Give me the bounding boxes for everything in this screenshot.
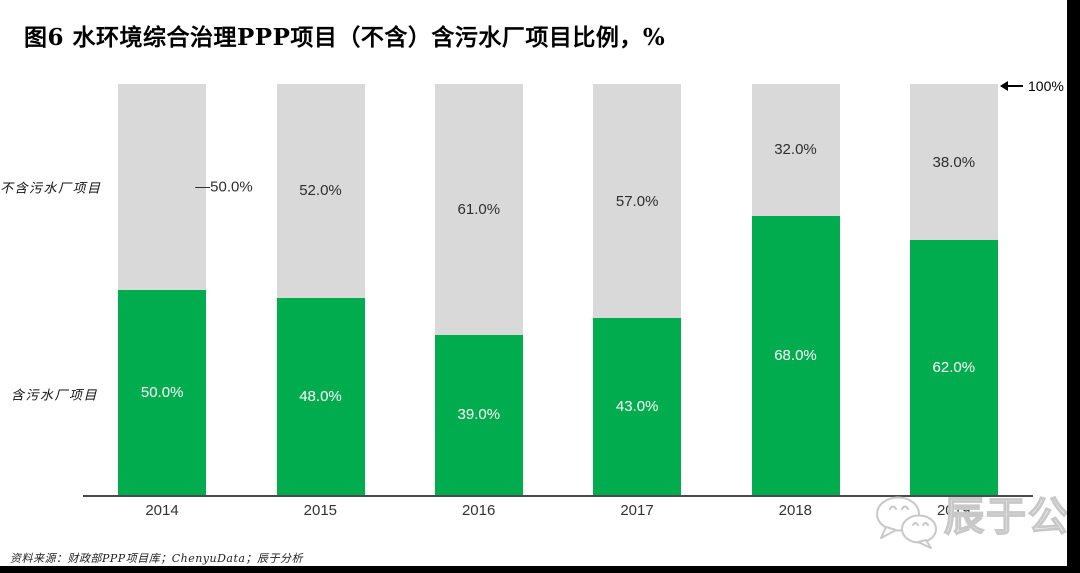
bar-2018: 32.0% 68.0% [751,84,840,495]
x-tick-2016: 2016 [461,502,496,519]
bar-2014: —50.0% 50.0% [118,84,253,495]
source-note: 资料来源：财政部PPP项目库；ChenyuData；辰于分析 [10,552,303,565]
wechat-icon [874,494,942,555]
brand-name-watermark: 辰于公司 [943,493,1080,541]
segment-excl-sewage-2015: 52.0% [276,84,365,298]
chart-title: 图6 水环境综合治理PPP项目（不含）含污水厂项目比例，% [24,24,666,51]
x-tick-2018: 2018 [778,502,813,519]
bar-2017: 57.0% 43.0% [593,84,682,495]
x-tick-2017: 2017 [620,502,654,519]
value-label-incl-2018: 68.0% [774,346,817,364]
series-label-incl-sewage-plant: 含污水厂项目 [10,388,98,404]
x-axis-line [83,495,1033,497]
value-label-excl-2016: 61.0% [457,200,501,218]
bar-2016: 61.0% 39.0% [434,84,523,495]
value-label-incl-2017: 43.0% [615,398,659,416]
value-label-incl-2016: 39.0% [457,406,501,424]
x-tick-2019: 2019 [936,502,971,519]
segment-incl-sewage-2017: 43.0% [593,318,682,495]
value-label-excl-2017: 57.0% [615,192,659,210]
segment-excl-sewage-2018: 32.0% [751,84,840,216]
value-label-incl-2019: 62.0% [932,359,976,377]
segment-excl-sewage-2017: 57.0% [593,84,682,319]
segment-excl-sewage-2019: 38.0% [909,84,998,241]
bottom-black-strip [0,566,1080,573]
segment-incl-sewage-2018: 68.0% [751,215,840,495]
segment-incl-sewage-2016: 39.0% [434,334,523,495]
segment-incl-sewage-2015: 48.0% [276,297,365,495]
x-tick-2015: 2015 [303,502,338,519]
left-arrow-icon [1000,81,1023,91]
x-tick-2014: 2014 [145,502,179,519]
series-label-excl-sewage-plant: 不含污水厂项目 [0,181,102,197]
value-label-excl-2014: —50.0% [195,178,253,196]
axis-max-label: 100% [1028,78,1064,94]
value-label-excl-2015: 52.0% [299,182,342,200]
value-label-excl-2019: 38.0% [932,153,976,171]
right-black-strip [1067,0,1080,573]
segment-incl-sewage-2014: 50.0% [118,289,207,495]
segment-incl-sewage-2019: 62.0% [909,240,998,495]
bar-2019: 38.0% 62.0% [909,84,998,495]
value-label-incl-2014: 50.0% [140,383,184,401]
axis-max-annotation: 100% [1000,78,1064,94]
value-label-excl-2018: 32.0% [774,141,817,159]
segment-excl-sewage-2016: 61.0% [434,84,523,335]
bar-2015: 52.0% 48.0% [276,84,365,495]
segment-excl-sewage-2014: —50.0% [118,84,253,290]
value-label-incl-2015: 48.0% [299,387,342,405]
brand-watermark: 辰于公司 [874,493,1080,555]
